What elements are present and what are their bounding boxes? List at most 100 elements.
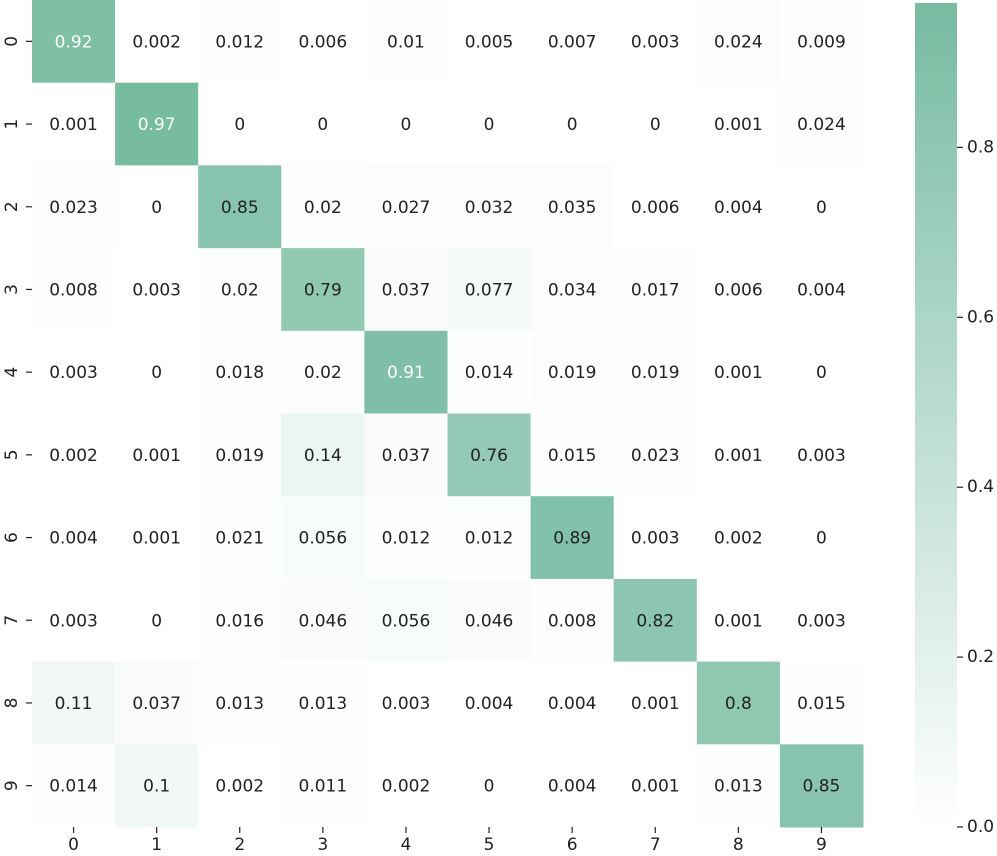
cell-label: 0.11 — [55, 694, 93, 714]
heatmap-cell — [281, 496, 365, 580]
heatmap-cell — [779, 744, 864, 828]
heatmap-cell — [613, 578, 698, 663]
heatmap-cell — [696, 744, 781, 828]
heatmap-cell — [32, 578, 116, 663]
heatmap-cell — [198, 413, 282, 497]
cell-label: 0.14 — [304, 446, 342, 466]
cell-label: 0.79 — [304, 280, 342, 300]
x-tick-label: 4 — [401, 835, 412, 855]
heatmap-cell — [364, 413, 448, 497]
y-tick-label: 4 — [2, 367, 22, 378]
cell-label: 0 — [401, 115, 412, 135]
cell-label: 0.005 — [465, 32, 514, 52]
heatmap-cell — [613, 661, 698, 745]
heatmap-cell — [281, 330, 365, 414]
cell-label: 0.02 — [304, 363, 342, 383]
cell-label: 0.76 — [470, 446, 508, 466]
colorbar — [915, 3, 957, 827]
cell-label: 0.006 — [714, 280, 763, 300]
heatmap-cell — [198, 661, 282, 745]
heatmap-cell — [32, 661, 116, 745]
colorbar-tick-label: 0.0 — [967, 817, 994, 837]
heatmap-cell — [696, 661, 781, 745]
cell-label: 0.015 — [548, 446, 597, 466]
cell-label: 0.037 — [382, 446, 431, 466]
x-tick-label: 6 — [567, 835, 578, 855]
heatmap-cell — [281, 413, 365, 497]
cell-label: 0.82 — [636, 611, 674, 631]
cell-label: 0.003 — [132, 280, 181, 300]
cell-label: 0.012 — [382, 529, 431, 549]
y-tick-label: 0 — [2, 36, 22, 47]
heatmap-cell — [364, 744, 448, 828]
colorbar-tick-label: 0.6 — [967, 307, 994, 327]
cell-label: 0.003 — [797, 446, 846, 466]
cell-label: 0 — [484, 777, 495, 797]
cell-label: 0.8 — [725, 694, 752, 714]
cell-label: 0.001 — [714, 611, 763, 631]
heatmap-cell — [198, 0, 282, 84]
x-tick-label: 5 — [484, 835, 495, 855]
cell-label: 0.013 — [215, 694, 264, 714]
heatmap-cell — [696, 413, 781, 497]
cell-label: 0.046 — [299, 611, 348, 631]
heatmap-cell — [198, 330, 282, 414]
heatmap-cell — [613, 496, 698, 580]
heatmap-cell — [32, 165, 116, 249]
cell-label: 0.92 — [55, 32, 93, 52]
cell-label: 0.032 — [465, 198, 514, 218]
cell-label: 0 — [650, 115, 661, 135]
cell-label: 0.002 — [49, 446, 98, 466]
cell-label: 0.019 — [631, 363, 680, 383]
cell-label: 0.008 — [49, 280, 98, 300]
cell-label: 0.01 — [387, 32, 425, 52]
heatmap-cell — [364, 496, 448, 580]
heatmap-cell — [530, 578, 615, 663]
cell-label: 0 — [567, 115, 578, 135]
cell-label: 0.007 — [548, 32, 597, 52]
heatmap-cell — [115, 82, 199, 166]
cell-label: 0.001 — [714, 446, 763, 466]
heatmap-cell — [530, 744, 615, 828]
colorbar-tick-label: 0.8 — [967, 137, 994, 157]
cell-label: 0.002 — [215, 777, 264, 797]
heatmap-cell — [115, 0, 199, 84]
cell-label: 0.037 — [132, 694, 181, 714]
cell-label: 0.018 — [215, 363, 264, 383]
heatmap-cell — [198, 165, 282, 249]
heatmap-cell — [530, 330, 615, 414]
cell-label: 0.004 — [714, 198, 763, 218]
heatmap-cell — [281, 248, 365, 332]
x-tick-label: 2 — [234, 835, 245, 855]
heatmap-cell — [613, 330, 698, 414]
heatmap-cell — [779, 330, 864, 414]
heatmap-cell — [530, 413, 615, 497]
cell-label: 0.006 — [631, 198, 680, 218]
cell-label: 0.015 — [797, 694, 846, 714]
heatmap-cell — [447, 496, 532, 580]
x-tick-label: 0 — [68, 835, 79, 855]
x-tick-label: 1 — [151, 835, 162, 855]
heatmap-cell — [115, 744, 199, 828]
heatmap-cell — [530, 661, 615, 745]
x-tick-label: 3 — [317, 835, 328, 855]
cell-label: 0 — [484, 115, 495, 135]
heatmap-cell — [779, 0, 864, 84]
x-tick-label: 7 — [650, 835, 661, 855]
cell-label: 0.85 — [221, 198, 259, 218]
heatmap-cell — [530, 165, 615, 249]
heatmap-cell — [696, 330, 781, 414]
heatmap-cell — [779, 578, 864, 663]
heatmap-cell — [779, 165, 864, 249]
cell-label: 0.004 — [797, 280, 846, 300]
heatmap-cell — [198, 578, 282, 663]
heatmap-cell — [779, 496, 864, 580]
cell-label: 0.004 — [548, 777, 597, 797]
colorbar-tick-label: 0.2 — [967, 647, 994, 667]
heatmap-cell — [530, 496, 615, 580]
heatmap-cell — [281, 165, 365, 249]
cell-label: 0.97 — [138, 115, 176, 135]
heatmap-cell — [447, 165, 532, 249]
heatmap-cell — [779, 413, 864, 497]
